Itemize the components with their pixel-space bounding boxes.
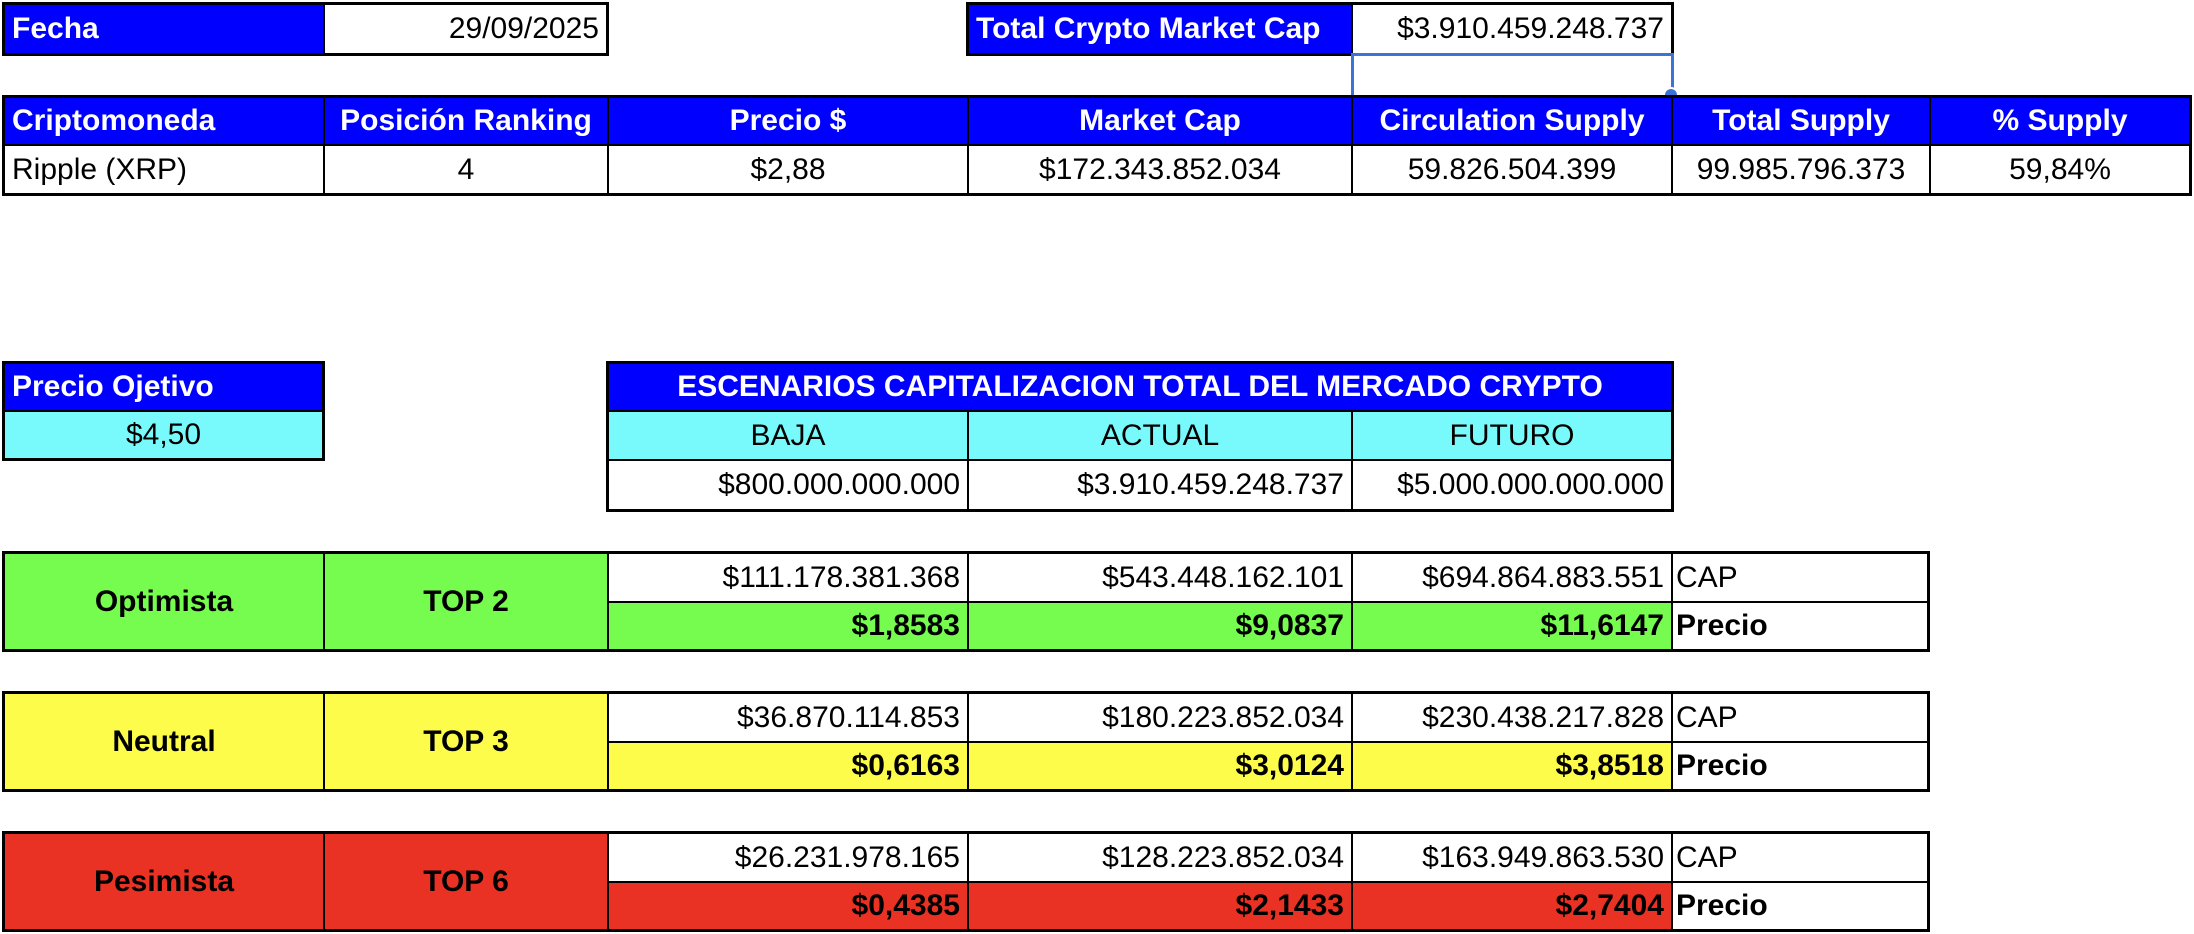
divider	[1351, 554, 1353, 649]
divider	[967, 412, 969, 509]
divider	[607, 601, 1927, 603]
divider	[609, 459, 1671, 461]
escenario-actual-value[interactable]: $3.910.459.248.737	[1077, 468, 1344, 501]
fecha-value[interactable]: 29/09/2025	[448, 12, 599, 45]
divider	[967, 98, 969, 193]
divider	[323, 5, 325, 53]
fecha-label[interactable]: Fecha	[5, 5, 323, 53]
objetivo-value[interactable]: $4,50	[5, 412, 322, 458]
scenario-name[interactable]: Pesimista	[5, 834, 323, 929]
objetivo-block	[2, 361, 325, 461]
divider	[1351, 694, 1353, 789]
scenario-top[interactable]: TOP 6	[325, 834, 607, 929]
divider	[967, 694, 969, 789]
divider	[323, 98, 325, 193]
scenario-top[interactable]: TOP 3	[325, 694, 607, 789]
divider	[1671, 694, 1673, 789]
header-precio[interactable]: Precio $	[609, 98, 967, 144]
escenarios-title[interactable]: ESCENARIOS CAPITALIZACION TOTAL DEL MERC…	[609, 364, 1671, 410]
header-pct-supply[interactable]: % Supply	[1931, 98, 2189, 144]
header-total-supply[interactable]: Total Supply	[1673, 98, 1929, 144]
cap-futuro[interactable]: $694.864.883.551	[1422, 560, 1664, 594]
header-circulation-supply[interactable]: Circulation Supply	[1353, 98, 1671, 144]
header-market-cap[interactable]: Market Cap	[969, 98, 1351, 144]
cell-precio[interactable]: $2,88	[750, 152, 826, 186]
price-baja[interactable]: $0,4385	[609, 883, 967, 929]
scenario-neutral	[2, 691, 1930, 792]
cap-actual[interactable]: $543.448.162.101	[1102, 560, 1344, 594]
divider	[607, 554, 609, 649]
price-baja[interactable]: $0,6163	[609, 743, 967, 789]
divider	[607, 834, 609, 929]
divider	[323, 554, 325, 649]
divider	[967, 834, 969, 929]
price-actual[interactable]: $2,1433	[969, 883, 1351, 929]
total-cap-block	[966, 2, 1674, 56]
scenario-name[interactable]: Neutral	[5, 694, 323, 789]
divider	[1351, 412, 1353, 509]
cap-actual[interactable]: $128.223.852.034	[1102, 840, 1344, 874]
divider	[323, 694, 325, 789]
total-cap-label[interactable]: Total Crypto Market Cap	[969, 5, 1351, 53]
total-cap-value[interactable]: $3.910.459.248.737	[1397, 12, 1664, 45]
price-futuro[interactable]: $2,7404	[1353, 883, 1671, 929]
scenario-top[interactable]: TOP 2	[325, 554, 607, 649]
scenario-optimista	[2, 551, 1930, 652]
header-criptomoneda[interactable]: Criptomoneda	[5, 98, 323, 144]
price-actual[interactable]: $3,0124	[969, 743, 1351, 789]
price-baja[interactable]: $1,8583	[609, 603, 967, 649]
fecha-block	[2, 2, 609, 56]
divider	[1929, 98, 1931, 193]
divider	[1671, 98, 1673, 193]
escenarios-block	[606, 361, 1674, 512]
price-label[interactable]: Precio	[1676, 749, 1768, 782]
cap-baja[interactable]: $26.231.978.165	[734, 840, 960, 874]
escenario-actual-label[interactable]: ACTUAL	[969, 412, 1351, 459]
divider	[607, 881, 1927, 883]
escenario-baja-label[interactable]: BAJA	[609, 412, 967, 459]
objetivo-label[interactable]: Precio Ojetivo	[5, 364, 322, 410]
price-actual[interactable]: $9,0837	[969, 603, 1351, 649]
divider	[607, 98, 609, 193]
scenario-pesimista	[2, 831, 1930, 932]
price-futuro[interactable]: $3,8518	[1353, 743, 1671, 789]
cap-futuro[interactable]: $163.949.863.530	[1422, 840, 1664, 874]
cap-label[interactable]: CAP	[1676, 840, 1738, 874]
cell-market-cap[interactable]: $172.343.852.034	[1039, 152, 1281, 186]
cap-baja[interactable]: $36.870.114.853	[737, 700, 960, 734]
cap-baja[interactable]: $111.178.381.368	[722, 560, 960, 594]
price-label[interactable]: Precio	[1676, 609, 1768, 642]
cap-futuro[interactable]: $230.438.217.828	[1422, 700, 1664, 734]
cell-posicion[interactable]: 4	[457, 152, 475, 186]
scenario-name[interactable]: Optimista	[5, 554, 323, 649]
divider	[1671, 834, 1673, 929]
cap-label[interactable]: CAP	[1676, 700, 1738, 734]
divider	[1351, 5, 1353, 53]
divider	[5, 410, 322, 412]
cap-actual[interactable]: $180.223.852.034	[1102, 700, 1344, 734]
escenario-futuro-value[interactable]: $5.000.000.000.000	[1397, 468, 1664, 501]
escenario-baja-value[interactable]: $800.000.000.000	[718, 468, 960, 501]
crypto-table	[2, 95, 2192, 196]
cell-pct-supply[interactable]: 59,84%	[2009, 152, 2111, 186]
divider	[1351, 834, 1353, 929]
price-futuro[interactable]: $11,6147	[1353, 603, 1671, 649]
divider	[5, 144, 2189, 146]
price-label[interactable]: Precio	[1676, 889, 1768, 922]
cell-total-supply[interactable]: 99.985.796.373	[1696, 152, 1906, 186]
divider	[607, 741, 1927, 743]
cap-label[interactable]: CAP	[1676, 560, 1738, 594]
escenario-futuro-label[interactable]: FUTURO	[1353, 412, 1671, 459]
divider	[609, 410, 1671, 412]
selected-cell[interactable]	[1351, 53, 1674, 98]
divider	[607, 694, 609, 789]
cell-circulation-supply[interactable]: 59.826.504.399	[1407, 152, 1617, 186]
header-posicion[interactable]: Posición Ranking	[325, 98, 607, 144]
divider	[1351, 98, 1353, 193]
divider	[323, 834, 325, 929]
divider	[1671, 554, 1673, 649]
divider	[967, 554, 969, 649]
cell-criptomoneda[interactable]: Ripple (XRP)	[12, 152, 188, 186]
